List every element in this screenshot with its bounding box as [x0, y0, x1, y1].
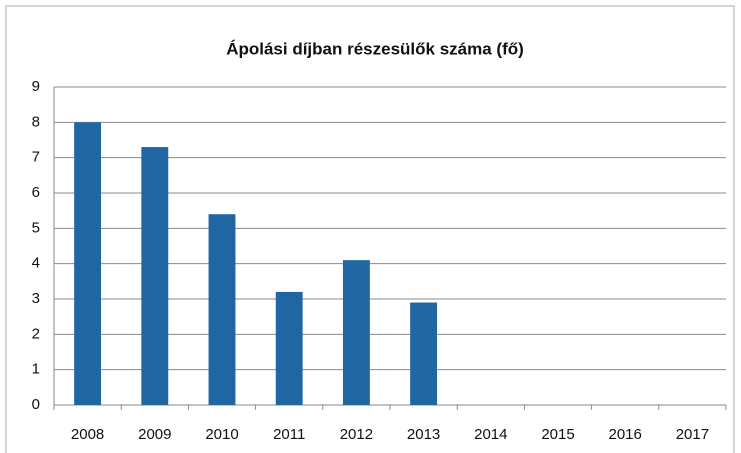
y-tick-label: 9 [32, 78, 40, 95]
bar [74, 122, 102, 405]
bar [208, 214, 236, 405]
y-tick-label: 5 [32, 219, 40, 236]
x-tick-label: 2008 [71, 426, 104, 443]
y-tick-label: 1 [32, 361, 40, 378]
x-tick-label: 2017 [676, 426, 709, 443]
y-tick-label: 4 [32, 255, 40, 272]
y-tick-label: 6 [32, 184, 40, 201]
x-tick-label: 2015 [541, 426, 574, 443]
x-tick-label: 2014 [474, 426, 507, 443]
x-tick-label: 2012 [340, 426, 373, 443]
x-tick-label: 2013 [407, 426, 440, 443]
bar [275, 291, 303, 405]
x-tick-label: 2016 [609, 426, 642, 443]
y-tick-label: 8 [32, 113, 40, 130]
bar [410, 302, 438, 405]
bar [342, 260, 370, 405]
x-tick-label: 2011 [273, 426, 305, 443]
y-tick-label: 7 [32, 149, 40, 166]
y-tick-label: 0 [32, 396, 40, 413]
y-tick-label: 3 [32, 290, 40, 307]
chart-frame [5, 5, 735, 453]
chart-title: Ápolási díjban részesülők száma (fő) [226, 39, 524, 58]
bar [141, 147, 169, 406]
x-tick-label: 2009 [138, 426, 171, 443]
x-tick-label: 2010 [205, 426, 238, 443]
y-tick-label: 2 [32, 325, 40, 342]
